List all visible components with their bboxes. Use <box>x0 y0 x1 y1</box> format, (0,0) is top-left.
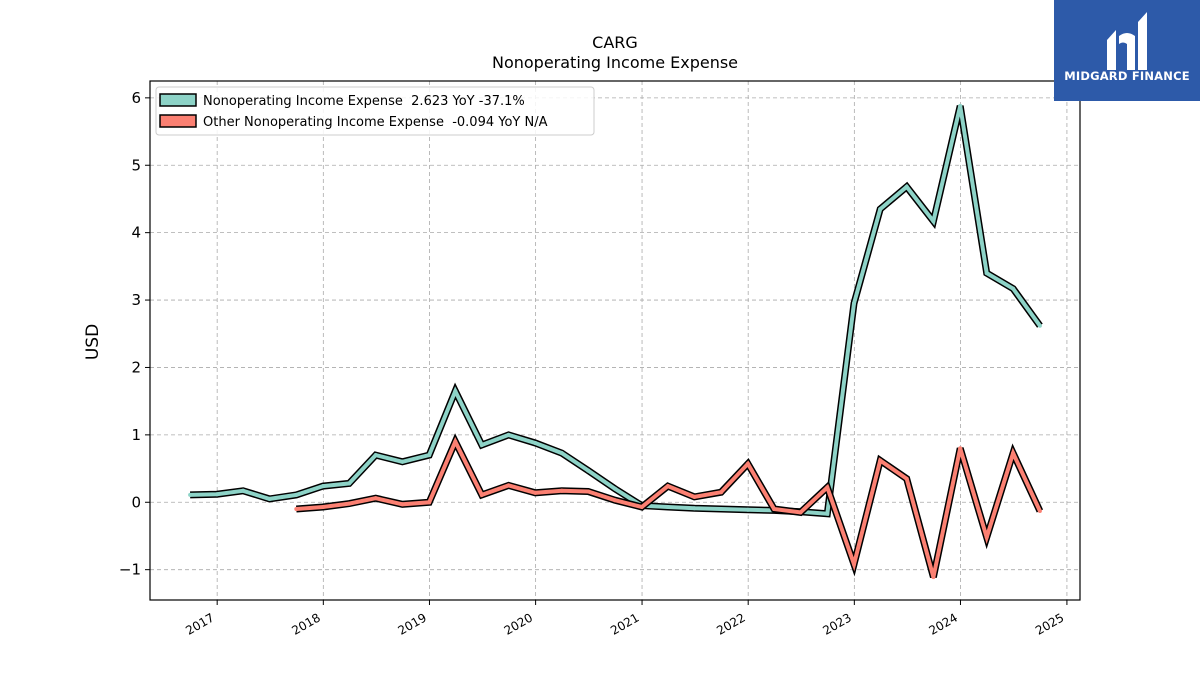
data-point <box>479 443 484 447</box>
brand-logo: MIDGARD FINANCE <box>1054 0 1200 101</box>
data-point <box>294 507 299 511</box>
data-point <box>188 492 193 497</box>
data-point <box>294 492 299 497</box>
data-point <box>825 511 830 516</box>
data-point <box>1011 286 1016 291</box>
series-lines <box>188 103 1044 580</box>
legend-box <box>155 86 595 136</box>
data-point <box>639 505 644 509</box>
data-point <box>878 458 883 463</box>
data-point <box>479 492 484 497</box>
data-point <box>852 562 856 567</box>
y-tick-label: 5 <box>131 156 141 174</box>
data-point <box>904 184 909 189</box>
x-tick-label: 2021 <box>608 610 641 637</box>
data-point <box>400 459 405 464</box>
y-tick-label: 6 <box>131 89 141 107</box>
data-point <box>745 507 750 512</box>
data-point <box>533 441 538 445</box>
x-tick-label: 2018 <box>289 610 322 637</box>
chart-subtitle: Nonoperating Income Expense <box>492 53 738 72</box>
midgard-logo-icon <box>1107 12 1147 70</box>
legend-label-other-nonoperating: Other Nonoperating Income Expense -0.094… <box>203 115 548 130</box>
data-point <box>427 453 432 458</box>
data-point <box>984 535 989 540</box>
data-point <box>878 207 883 212</box>
data-point <box>321 505 325 509</box>
x-tick-label: 2024 <box>927 610 960 637</box>
data-point <box>1037 323 1042 328</box>
legend-label-nonoperating: Nonoperating Income Expense 2.623 YoY -3… <box>203 94 525 109</box>
data-point <box>798 510 803 515</box>
x-tick-label: 2017 <box>183 610 216 637</box>
data-point <box>958 446 963 451</box>
y-tick-label: 1 <box>131 426 141 444</box>
data-point <box>347 501 352 506</box>
data-point <box>586 489 591 494</box>
data-point <box>373 496 378 501</box>
data-point <box>453 439 458 444</box>
brand-name: MIDGARD FINANCE <box>1064 69 1190 83</box>
x-tick-label: 2019 <box>396 610 429 637</box>
data-point <box>719 490 724 495</box>
data-point <box>427 500 432 505</box>
data-point <box>506 483 511 488</box>
data-point <box>214 492 219 497</box>
y-axis-label: USD <box>83 324 103 360</box>
x-tick-label: 2020 <box>502 610 535 637</box>
data-point <box>984 271 989 276</box>
data-point <box>533 490 538 495</box>
series-line-0 <box>190 105 1042 516</box>
data-point <box>321 484 325 489</box>
data-point <box>613 498 617 503</box>
legend-swatch-nonoperating <box>159 93 197 107</box>
series-outline-0 <box>190 105 1043 518</box>
data-point <box>931 219 936 224</box>
data-point <box>958 103 963 108</box>
data-point <box>347 481 352 486</box>
x-tick-label: 2022 <box>714 610 747 637</box>
data-point <box>825 485 830 490</box>
y-tick-label: 0 <box>131 493 141 511</box>
data-point <box>772 507 777 511</box>
data-point <box>267 496 272 501</box>
chart-title: CARG <box>592 33 638 52</box>
data-point <box>613 486 617 491</box>
y-tick-label: 3 <box>131 291 141 309</box>
x-tick-label: 2023 <box>820 610 853 637</box>
axis-ticks: −1 0 1 2 3 4 5 6 2017 2018 2019 2020 2021 2022 2023 202… <box>119 89 1068 638</box>
data-point <box>559 451 564 456</box>
data-point <box>241 488 246 493</box>
y-tick-label: 2 <box>131 358 141 376</box>
y-tick-label: −1 <box>119 561 141 579</box>
gridlines <box>150 81 1080 600</box>
data-point <box>745 461 750 466</box>
data-point <box>1037 509 1042 513</box>
x-tick-label: 2025 <box>1033 610 1066 637</box>
data-point <box>852 301 856 306</box>
legend-swatch-other-nonoperating <box>159 114 197 128</box>
y-tick-label: 4 <box>131 224 141 242</box>
data-point <box>506 432 511 437</box>
data-point <box>904 476 909 481</box>
data-point <box>586 468 591 473</box>
data-point <box>559 488 564 493</box>
legend: Nonoperating Income Expense 2.623 YoY -3… <box>155 86 595 136</box>
data-point <box>931 575 936 580</box>
plot-area-frame <box>149 80 1081 601</box>
data-point <box>665 505 670 509</box>
data-point <box>665 484 670 489</box>
data-point <box>453 389 458 394</box>
data-point <box>400 502 405 507</box>
data-point <box>692 506 697 511</box>
data-point <box>373 453 378 458</box>
data-point <box>692 494 697 499</box>
data-point <box>1011 451 1016 456</box>
data-point <box>719 507 724 511</box>
